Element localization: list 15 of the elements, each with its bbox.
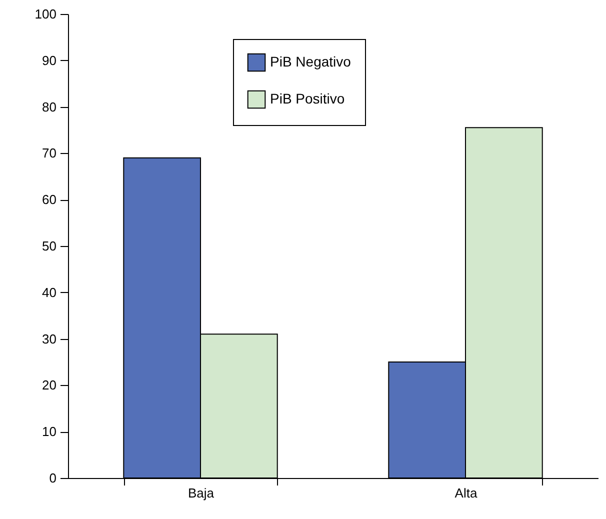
- y-tick-label: 50: [42, 238, 56, 254]
- y-tick-label: 20: [42, 378, 56, 393]
- x-tick-label: Baja: [188, 486, 215, 500]
- y-tick-label: 60: [42, 192, 56, 208]
- y-tick-label: 30: [42, 331, 56, 346]
- y-tick-label: 80: [42, 99, 56, 114]
- y-tick-label: 100: [34, 6, 56, 22]
- y-tick-label: 40: [42, 284, 56, 300]
- y-tick-label: 10: [42, 424, 56, 440]
- y-tick-label: 90: [42, 52, 56, 68]
- y-tick-label: 70: [42, 146, 56, 161]
- legend-label: PiB Negativo: [270, 54, 352, 70]
- y-tick-label: 0: [49, 470, 56, 486]
- x-tick-label: Alta: [454, 486, 478, 500]
- legend-label: PiB Positivo: [270, 90, 345, 106]
